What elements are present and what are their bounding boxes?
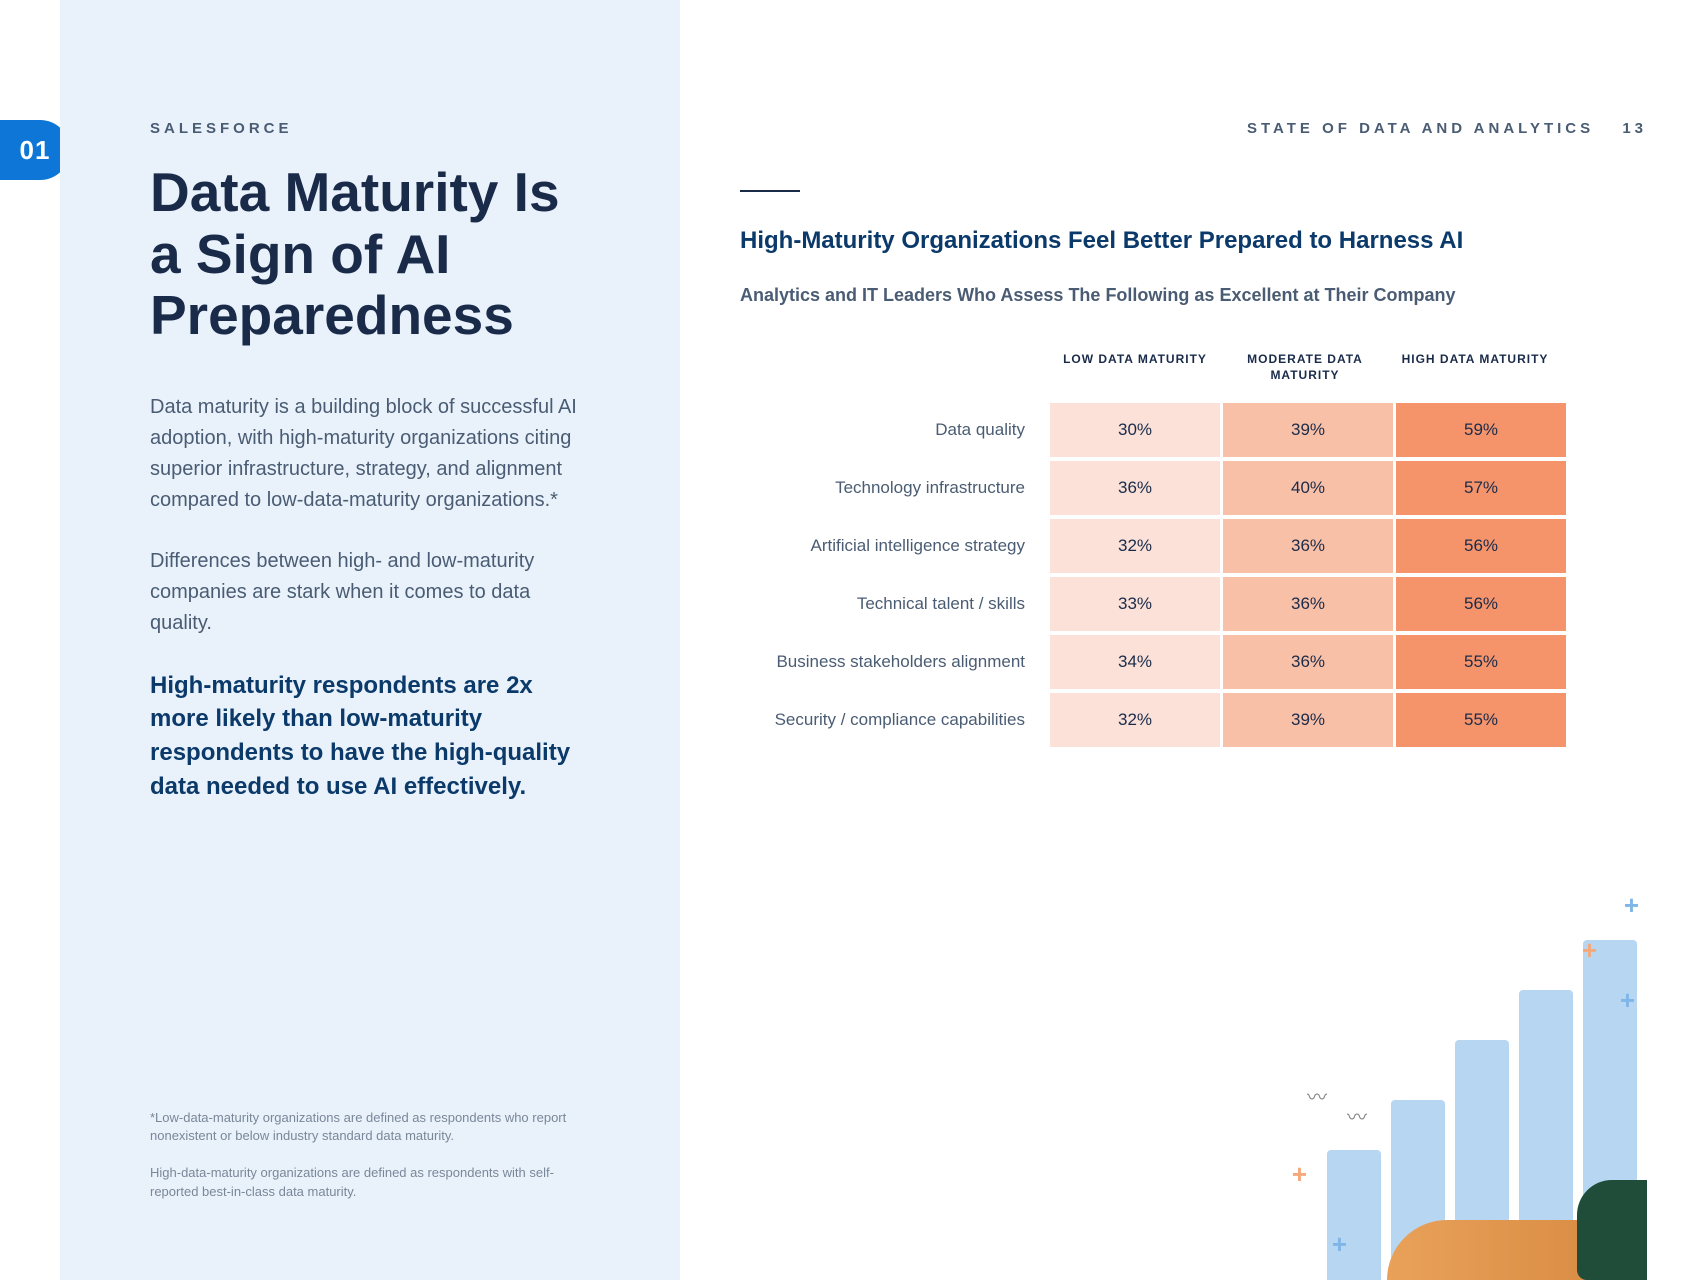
table-cell: 39% bbox=[1223, 403, 1393, 457]
row-label: Security / compliance capabilities bbox=[740, 693, 1050, 747]
table-cell: 33% bbox=[1050, 577, 1220, 631]
table-cell: 36% bbox=[1223, 577, 1393, 631]
decorative-illustration: + + + + + 〰 〰 bbox=[1227, 880, 1647, 1280]
bird-icon: 〰 bbox=[1307, 1081, 1327, 1110]
plus-icon: + bbox=[1332, 1229, 1347, 1260]
intro-paragraph-1: Data maturity is a building block of suc… bbox=[150, 392, 590, 516]
plus-icon: + bbox=[1620, 985, 1635, 1016]
footnotes: *Low-data-maturity organizations are def… bbox=[150, 1109, 590, 1220]
row-label: Business stakeholders alignment bbox=[740, 635, 1050, 689]
table-header-row: LOW DATA MATURITY MODERATE DATA MATURITY… bbox=[740, 351, 1570, 383]
title-rule bbox=[740, 190, 800, 192]
row-label: Technology infrastructure bbox=[740, 461, 1050, 515]
table-cell: 59% bbox=[1396, 403, 1566, 457]
table-row: Data quality30%39%59% bbox=[740, 403, 1570, 457]
table-cell: 56% bbox=[1396, 577, 1566, 631]
page-number: 13 bbox=[1622, 120, 1647, 137]
plus-icon: + bbox=[1582, 935, 1597, 966]
table-row: Business stakeholders alignment34%36%55% bbox=[740, 635, 1570, 689]
plus-icon: + bbox=[1624, 890, 1639, 921]
table-row: Technical talent / skills33%36%56% bbox=[740, 577, 1570, 631]
footnote-2: High-data-maturity organizations are def… bbox=[150, 1164, 590, 1202]
table-cell: 40% bbox=[1223, 461, 1393, 515]
right-panel: STATE OF DATA AND ANALYTICS 13 High-Matu… bbox=[740, 0, 1647, 1280]
report-name: STATE OF DATA AND ANALYTICS bbox=[1247, 120, 1594, 137]
col-header-low: LOW DATA MATURITY bbox=[1050, 351, 1220, 367]
intro-paragraph-2: Differences between high- and low-maturi… bbox=[150, 546, 590, 639]
header-right: STATE OF DATA AND ANALYTICS 13 bbox=[1247, 120, 1647, 137]
col-header-high: HIGH DATA MATURITY bbox=[1390, 351, 1560, 367]
table-cell: 55% bbox=[1396, 693, 1566, 747]
table-cell: 36% bbox=[1050, 461, 1220, 515]
table-cell: 30% bbox=[1050, 403, 1220, 457]
row-label: Artificial intelligence strategy bbox=[740, 519, 1050, 573]
page-title: Data Maturity Is a Sign of AI Preparedne… bbox=[150, 162, 590, 347]
table-cell: 39% bbox=[1223, 693, 1393, 747]
maturity-table: LOW DATA MATURITY MODERATE DATA MATURITY… bbox=[740, 351, 1570, 747]
table-cell: 32% bbox=[1050, 693, 1220, 747]
table-cell: 55% bbox=[1396, 635, 1566, 689]
chart-subtitle: Analytics and IT Leaders Who Assess The … bbox=[740, 285, 1647, 306]
table-cell: 36% bbox=[1223, 635, 1393, 689]
callout-stat: High-maturity respondents are 2x more li… bbox=[150, 669, 590, 803]
table-cell: 57% bbox=[1396, 461, 1566, 515]
row-label: Data quality bbox=[740, 403, 1050, 457]
table-cell: 36% bbox=[1223, 519, 1393, 573]
table-row: Security / compliance capabilities32%39%… bbox=[740, 693, 1570, 747]
row-label: Technical talent / skills bbox=[740, 577, 1050, 631]
footnote-1: *Low-data-maturity organizations are def… bbox=[150, 1109, 590, 1147]
chart-title: High-Maturity Organizations Feel Better … bbox=[740, 227, 1647, 255]
plus-icon: + bbox=[1292, 1159, 1307, 1190]
table-cell: 56% bbox=[1396, 519, 1566, 573]
col-header-moderate: MODERATE DATA MATURITY bbox=[1220, 351, 1390, 383]
table-row: Artificial intelligence strategy32%36%56… bbox=[740, 519, 1570, 573]
table-cell: 32% bbox=[1050, 519, 1220, 573]
table-row: Technology infrastructure36%40%57% bbox=[740, 461, 1570, 515]
left-panel: SALESFORCE Data Maturity Is a Sign of AI… bbox=[60, 0, 680, 1280]
brand-label: SALESFORCE bbox=[150, 120, 590, 137]
table-cell: 34% bbox=[1050, 635, 1220, 689]
bird-icon: 〰 bbox=[1347, 1101, 1367, 1130]
